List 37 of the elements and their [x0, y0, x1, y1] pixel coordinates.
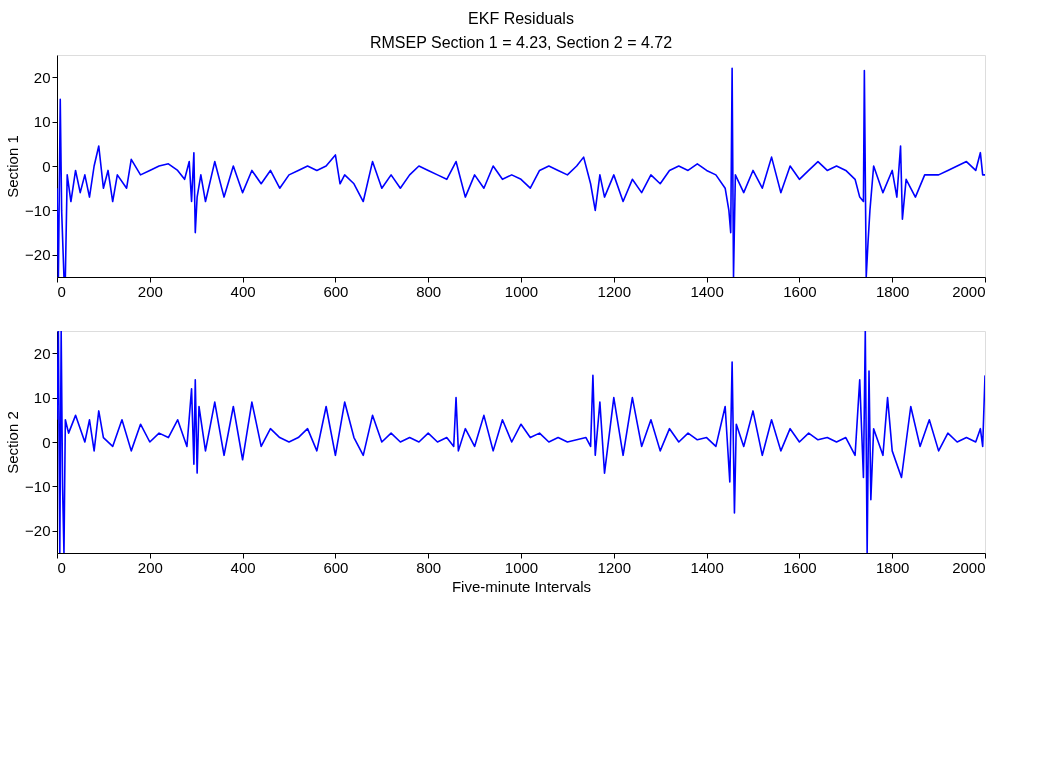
x-tick-label: 400 — [230, 558, 256, 576]
x-tick-label: 1600 — [783, 282, 817, 300]
x-tick-label: 1200 — [597, 558, 631, 576]
x-tick-label: 600 — [323, 558, 349, 576]
y-tick-label: −10 — [25, 201, 51, 219]
x-tick-label: 800 — [416, 282, 442, 300]
y-tick-label: 0 — [42, 157, 51, 175]
y-tick-label: 10 — [33, 389, 51, 407]
x-tick-label: 2000 — [952, 282, 986, 300]
y-tick-label: −20 — [25, 246, 51, 264]
y-tick-label: −20 — [25, 522, 51, 540]
chart-subtitle: RMSEP Section 1 = 4.23, Section 2 = 4.72 — [369, 34, 673, 51]
x-tick-label: 200 — [137, 558, 163, 576]
x-axis-title: Five-minute Intervals — [451, 577, 592, 595]
x-tick-label: 0 — [57, 558, 66, 576]
x-tick-label: 0 — [57, 282, 66, 300]
y-tick-label: 10 — [33, 113, 51, 131]
x-tick-label: 600 — [323, 282, 349, 300]
x-tick-label: 400 — [230, 282, 256, 300]
x-tick-label: 1000 — [504, 558, 539, 576]
y-axis-title: Section 1 — [4, 135, 22, 198]
x-tick-label: 800 — [416, 558, 442, 576]
x-tick-label: 200 — [137, 282, 163, 300]
y-tick-label: −10 — [25, 477, 51, 495]
x-tick-label: 1600 — [783, 558, 817, 576]
x-tick-label: 1400 — [690, 558, 724, 576]
x-tick-label: 1400 — [690, 282, 724, 300]
x-tick-label: 1800 — [876, 282, 910, 300]
y-tick-label: 0 — [42, 433, 51, 451]
chart-title: EKF Residuals — [468, 10, 574, 27]
y-tick-label: 20 — [33, 68, 51, 86]
y-axis-title: Section 2 — [4, 411, 22, 474]
x-tick-label: 1200 — [597, 282, 631, 300]
x-tick-label: 2000 — [952, 558, 986, 576]
x-tick-label: 1800 — [876, 558, 910, 576]
y-tick-label: 20 — [33, 344, 51, 362]
x-tick-label: 1000 — [504, 282, 539, 300]
